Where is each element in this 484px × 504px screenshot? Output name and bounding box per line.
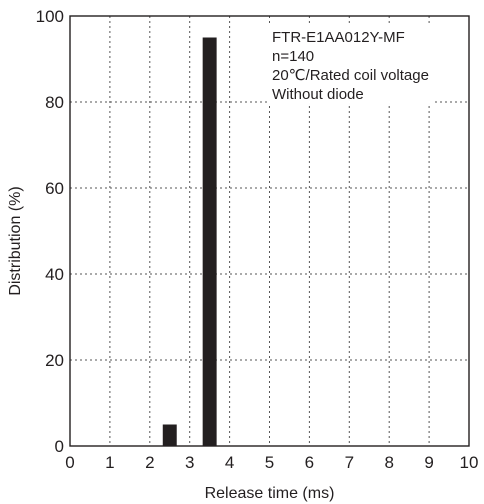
annotation-model: FTR-E1AA012Y-MF: [272, 29, 405, 46]
y-tick-label: 100: [36, 7, 64, 26]
x-axis-title: Release time (ms): [205, 485, 335, 502]
x-tick-label: 1: [105, 453, 114, 472]
annotation-diode: Without diode: [272, 86, 364, 103]
x-tick-label: 9: [424, 453, 433, 472]
bars: [162, 37, 217, 446]
chart-annotation: FTR-E1AA012Y-MF n=140 20℃/Rated coil vol…: [268, 26, 433, 106]
y-tick-label: 60: [45, 179, 64, 198]
annotation-sample-size: n=140: [272, 48, 314, 65]
plot-frame: [69, 15, 470, 447]
annotation-background: [268, 26, 433, 106]
y-tick-label: 20: [45, 351, 64, 370]
bar-1: [202, 37, 217, 446]
x-tick-label: 5: [265, 453, 274, 472]
x-tick-label: 6: [305, 453, 314, 472]
x-tick-label: 2: [145, 453, 154, 472]
y-tick-labels: 0 20 40 60 80 100: [36, 7, 64, 456]
x-tick-label: 3: [185, 453, 194, 472]
annotation-condition: 20℃/Rated coil voltage: [272, 67, 429, 84]
x-tick-labels: 0 1 2 3 4 5 6 7 8 9 10: [65, 453, 478, 472]
x-tick-label: 4: [225, 453, 234, 472]
y-tick-label: 0: [55, 437, 64, 456]
y-tick-label: 80: [45, 93, 64, 112]
bar-0: [162, 424, 177, 446]
x-tick-label: 7: [345, 453, 354, 472]
x-tick-label: 8: [384, 453, 393, 472]
x-tick-label: 0: [65, 453, 74, 472]
y-axis-title: Distribution (%): [7, 186, 24, 295]
x-tick-label: 10: [460, 453, 479, 472]
y-tick-label: 40: [45, 265, 64, 284]
